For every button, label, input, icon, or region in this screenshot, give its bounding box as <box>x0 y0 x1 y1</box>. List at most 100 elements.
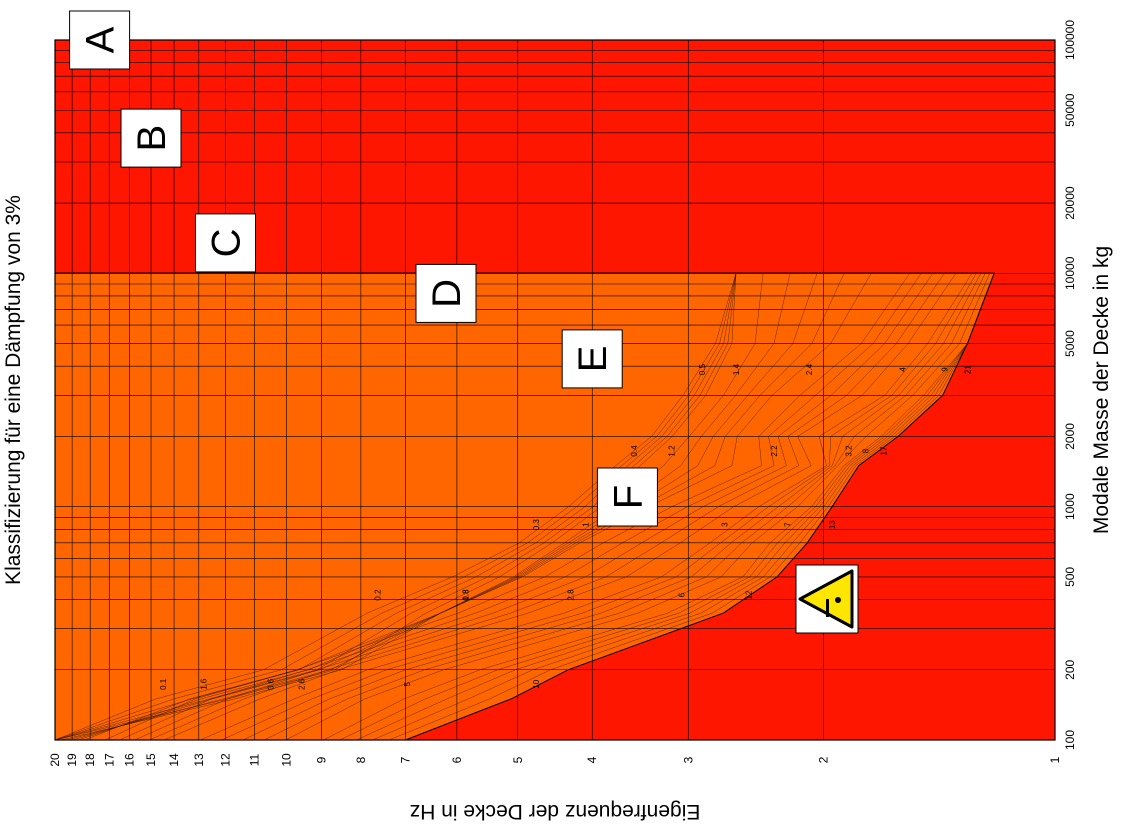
y-tick-label: 7 <box>398 756 412 763</box>
svg-text:B: B <box>130 125 174 152</box>
svg-text:A: A <box>79 26 123 53</box>
x-tick-label: 10000 <box>1063 256 1077 290</box>
x-tick-label: 20000 <box>1063 186 1077 220</box>
plot-frame <box>54 39 1056 741</box>
class-label-E: E <box>561 329 623 389</box>
y-tick-label: 13 <box>192 753 206 767</box>
contour-value-label: 2.4 <box>805 363 814 375</box>
contour-value-label: 12 <box>744 590 753 599</box>
contour-line <box>388 273 995 740</box>
contour-value-label: 1.2 <box>667 445 676 457</box>
y-tick-label: 6 <box>450 756 464 763</box>
contour-value-label: 21 <box>964 365 973 374</box>
y-tick-label: 1 <box>1048 756 1062 763</box>
contour-line <box>134 273 934 740</box>
contour-value-label: 7 <box>784 522 793 527</box>
x-tick-label: 1000 <box>1063 493 1077 520</box>
contour-line <box>264 273 986 740</box>
contour-value-label: 2.8 <box>566 589 575 601</box>
x-tick-label: 2000 <box>1063 423 1077 450</box>
contour-value-label: 0.5 <box>698 363 707 375</box>
contour-line <box>164 273 957 740</box>
class-label-D: D <box>415 263 477 323</box>
contour-line <box>60 273 764 740</box>
contour-value-label: 8 <box>862 448 871 453</box>
contour-value-label: 6 <box>677 592 686 597</box>
y-tick-label: 14 <box>167 753 181 767</box>
y-tick-label: 4 <box>585 756 599 763</box>
contour-line <box>55 273 737 740</box>
contour-line <box>221 273 977 740</box>
contour-line <box>55 273 737 740</box>
class-label-F: F <box>596 467 658 527</box>
svg-text:C: C <box>205 228 249 257</box>
contour-line <box>149 273 945 740</box>
contour-value-label: 0.8 <box>461 589 470 601</box>
y-tick-label: 16 <box>123 753 137 767</box>
contour-value-label: 0.3 <box>532 519 541 531</box>
y-tick-label: 18 <box>83 753 97 767</box>
y-tick-label: 15 <box>144 753 158 767</box>
contour-value-label: 10 <box>532 679 541 688</box>
contour-value-label: 1.4 <box>732 363 741 375</box>
contour-value-label: 2.2 <box>770 445 779 457</box>
chart-title: Klassifizierung für eine Dämpfung von 3% <box>2 195 25 585</box>
x-axis-ticks: 100 200 500 1000 2000 5000 10000 20000 50000 1000… <box>1063 20 1077 750</box>
x-tick-label: 500 <box>1063 567 1077 587</box>
contour-value-label: 0.6 <box>266 678 275 690</box>
contour-value-label: 5 <box>403 682 412 687</box>
contour-value-label: 0.2 <box>374 589 383 601</box>
contour-line <box>200 273 973 740</box>
y-tick-label: 17 <box>102 753 116 767</box>
contour-value-label: 9 <box>941 367 950 372</box>
contour-line <box>66 273 791 740</box>
y-tick-label: 12 <box>219 753 233 767</box>
contour-value-label: 13 <box>828 520 837 529</box>
svg-text:F: F <box>606 485 650 509</box>
contour-value-label: 17 <box>880 446 889 455</box>
contour-line <box>55 273 737 740</box>
y-tick-label: 19 <box>65 753 79 767</box>
warning-icon <box>795 564 859 634</box>
contour-line <box>323 273 995 740</box>
y-axis-title: Eigenfrequenz der Decke in Hz <box>410 800 701 823</box>
contour-line <box>285 273 990 740</box>
class-labels: A B C D E F <box>69 10 658 527</box>
x-tick-label: 100 <box>1063 730 1077 750</box>
x-axis-title: Modale Masse der Decke in kg <box>1090 246 1113 534</box>
y-tick-label: 10 <box>279 753 293 767</box>
contour-value-label: 0.4 <box>630 445 639 457</box>
contour-value-label: 1.6 <box>200 678 209 690</box>
x-tick-label: 5000 <box>1063 330 1077 357</box>
svg-text:E: E <box>571 346 615 373</box>
y-tick-label: 11 <box>248 753 262 766</box>
contour-value-label: 1 <box>581 522 590 527</box>
x-tick-label: 50000 <box>1063 93 1077 127</box>
contour-line <box>242 273 982 740</box>
y-tick-label: 3 <box>681 756 695 763</box>
class-label-B: B <box>120 108 182 168</box>
contour-value-label: 4 <box>899 367 908 372</box>
contour-value-label: 2.6 <box>297 678 306 690</box>
plot-area: 0.10.20.30.40.50.60.811.21.41.61.822.22.… <box>54 39 1056 741</box>
x-tick-label: 200 <box>1063 659 1077 679</box>
y-tick-label: 9 <box>315 756 329 763</box>
contour-value-label: 3 <box>720 522 729 527</box>
y-tick-label: 5 <box>511 756 525 763</box>
contour-value-label: 0.1 <box>159 678 168 690</box>
x-tick-label: 100000 <box>1063 20 1077 60</box>
contour-line <box>55 273 737 740</box>
y-tick-label: 8 <box>354 756 368 763</box>
contour-line <box>356 273 995 740</box>
grid <box>55 40 1055 740</box>
contour-line <box>339 273 995 740</box>
class-label-A: A <box>69 10 131 70</box>
y-tick-label: 20 <box>48 753 62 767</box>
svg-text:D: D <box>425 279 469 308</box>
y-tick-label: 2 <box>817 756 831 763</box>
class-label-C: C <box>195 213 256 273</box>
contour-value-label: 1.8 <box>461 589 470 601</box>
contour-value-label: 3.2 <box>845 445 854 457</box>
